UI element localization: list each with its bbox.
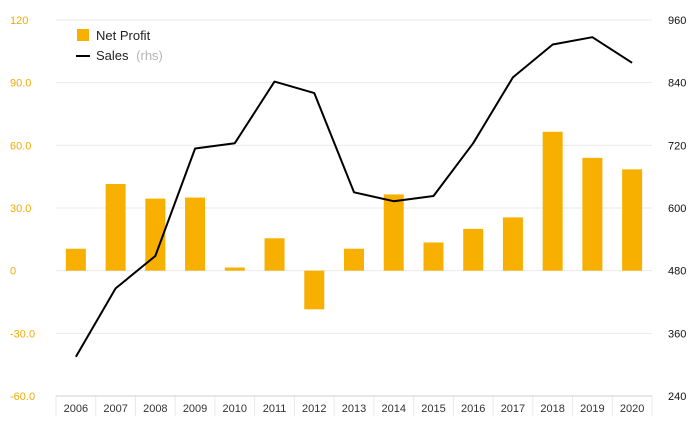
x-tick-label: 2009 (183, 403, 207, 415)
y-left-tick-label: 60.0 (10, 140, 31, 152)
sales-line (75, 36, 633, 358)
x-tick-label: 2016 (461, 403, 485, 415)
x-tick-label: 2007 (103, 403, 127, 415)
x-tick-label: 2012 (302, 403, 326, 415)
y-right-tick-label: 240 (668, 391, 686, 403)
y-left-tick-label: -60.0 (10, 391, 35, 403)
net-profit-bar (65, 248, 86, 271)
y-right-tick-label: 840 (668, 78, 686, 90)
y-right-tick-label: 360 (668, 328, 686, 340)
net-profit-bar (224, 267, 245, 271)
x-tick-label: 2011 (263, 403, 287, 415)
x-tick-label: 2014 (381, 403, 405, 415)
net-profit-bar (463, 228, 484, 271)
y-left-tick-label: -30.0 (10, 328, 35, 340)
net-profit-bar (542, 131, 563, 271)
legend-swatch-net-profit (77, 29, 89, 41)
x-tick-label: 2010 (223, 403, 247, 415)
net-profit-bar (622, 169, 643, 271)
net-profit-bar (383, 194, 404, 271)
net-profit-bar (264, 238, 285, 271)
y-right-tick-label: 720 (668, 140, 686, 152)
legend-label-sales: Sales (rhs) (96, 48, 163, 63)
net-profit-bar (105, 183, 126, 271)
y-right-tick-label: 960 (668, 15, 686, 27)
y-left-tick-label: 0 (10, 266, 16, 278)
x-tick-label: 2006 (64, 403, 88, 415)
x-tick-label: 2020 (620, 403, 644, 415)
net-profit-bar (185, 197, 206, 271)
net-profit-bar (582, 157, 603, 271)
y-left-tick-label: 120 (10, 15, 28, 27)
legend: Net Profit Sales (rhs) (76, 28, 163, 63)
x-tick-label: 2017 (501, 403, 525, 415)
y-right-tick-label: 600 (668, 203, 686, 215)
x-tick-label: 2019 (580, 403, 604, 415)
legend-label-net-profit: Net Profit (96, 28, 151, 43)
net-profit-bar (423, 242, 444, 271)
y-left-tick-label: 30.0 (10, 203, 31, 215)
net-profit-bar (344, 248, 364, 271)
legend-label-sales-name: Sales (96, 48, 129, 63)
x-tick-label: 2015 (421, 403, 445, 415)
x-tick-label: 2013 (342, 403, 366, 415)
x-tick-label: 2008 (143, 403, 167, 415)
y-left-tick-label: 90.0 (10, 78, 31, 90)
y-right-tick-label: 480 (668, 266, 686, 278)
sales-line-layer (75, 36, 633, 358)
net-profit-bar (502, 217, 523, 271)
net-profit-bar (145, 198, 166, 271)
axes: -60.0 -30.0 0 30.0 60.0 90.0 120 240 360 480 600 72… (10, 15, 686, 415)
net-profit-bar (304, 270, 325, 310)
legend-label-sales-suffix: (rhs) (136, 48, 163, 63)
net-profit-bars (65, 131, 643, 310)
x-tick-label: 2018 (540, 403, 564, 415)
